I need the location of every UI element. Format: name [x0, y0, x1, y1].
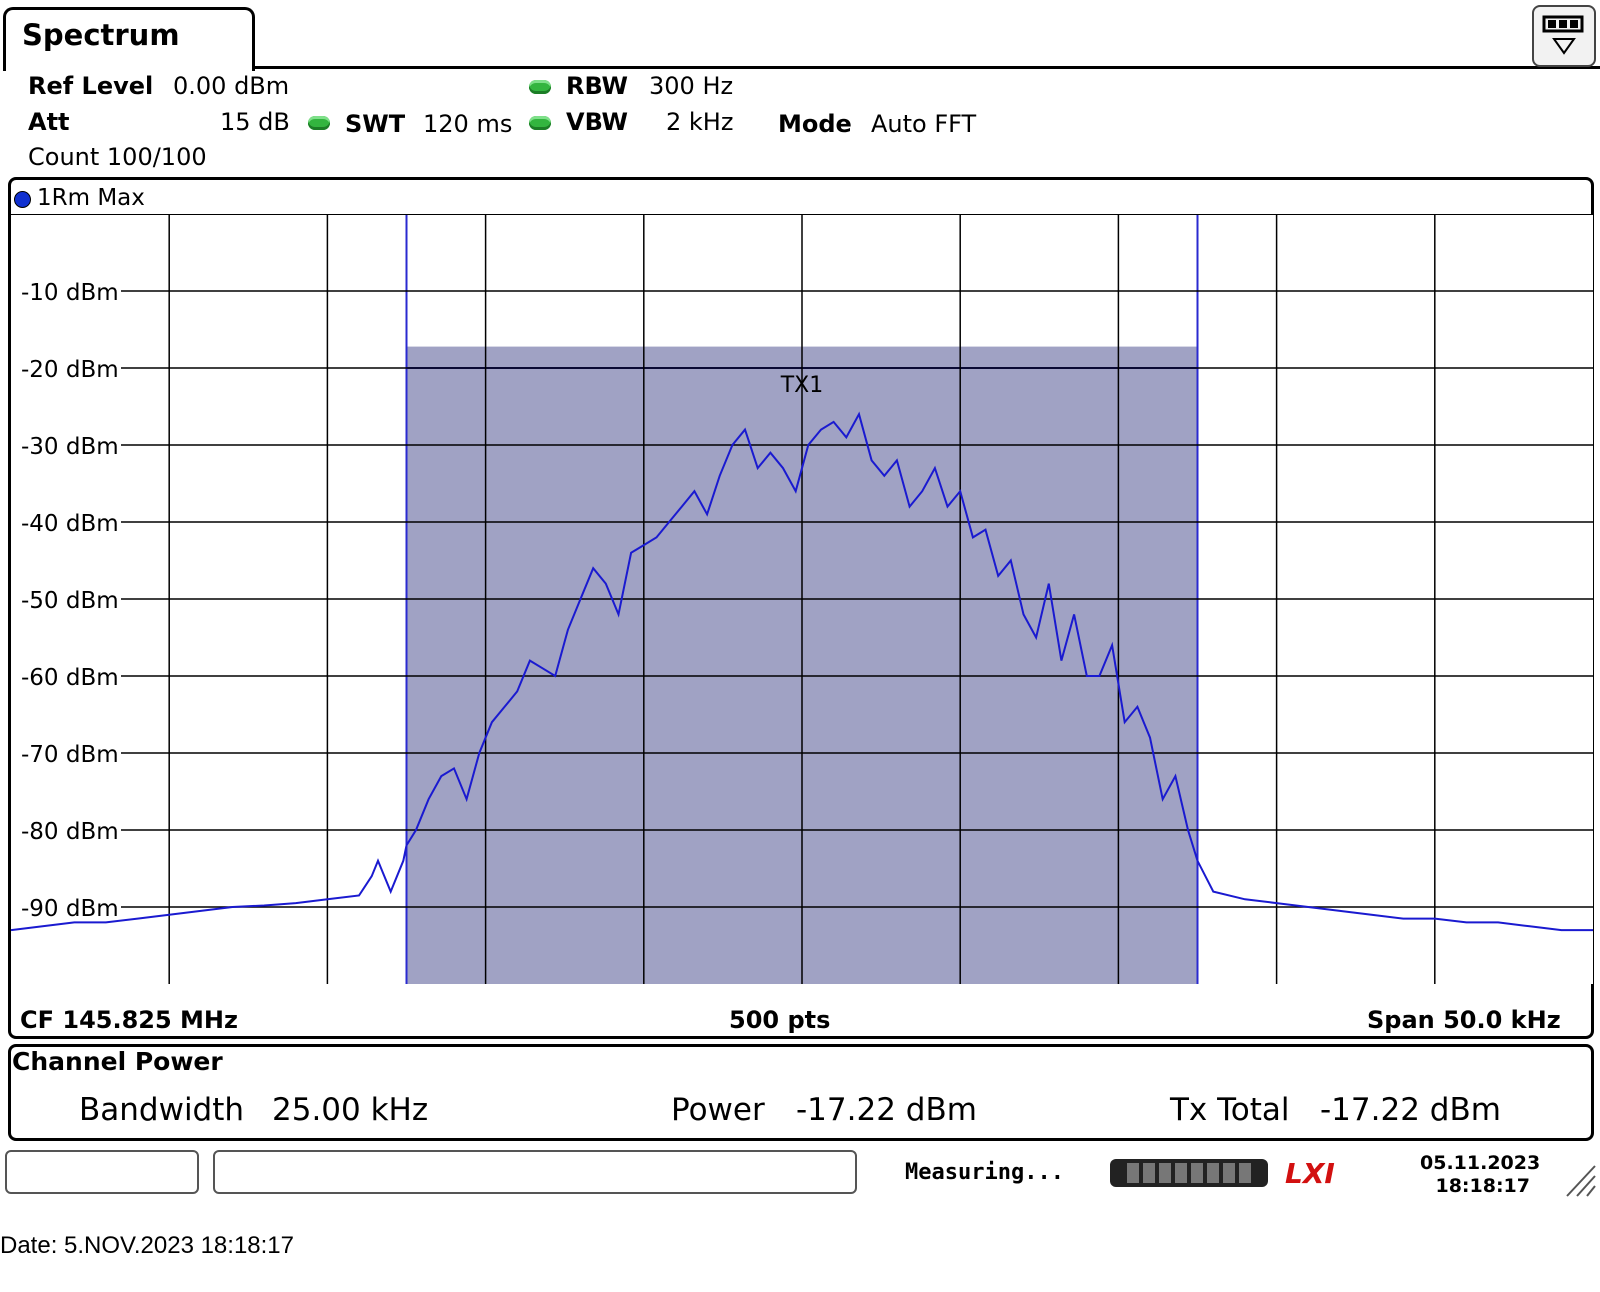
trace-indicator-icon: [14, 191, 31, 208]
trace-1-line: [11, 411, 1593, 932]
resize-grip-icon[interactable]: [1565, 1162, 1597, 1198]
status-field-left[interactable]: [5, 1150, 199, 1194]
bandwidth-label: Bandwidth: [79, 1092, 245, 1128]
progress-bar: [1110, 1159, 1268, 1187]
swt-value[interactable]: 120 ms: [423, 110, 513, 138]
rbw-label: RBW: [566, 72, 628, 100]
y-tick-label: -10 dBm: [21, 280, 119, 306]
mode-value[interactable]: Auto FFT: [871, 110, 977, 138]
spectrum-tab[interactable]: [3, 7, 255, 71]
measuring-status: Measuring...: [905, 1160, 1064, 1185]
status-field-message[interactable]: [213, 1150, 857, 1194]
rbw-status-led: [529, 80, 551, 94]
mode-label: Mode: [778, 110, 852, 138]
vbw-status-led: [529, 116, 551, 130]
tx-total-value: -17.22 dBm: [1320, 1092, 1501, 1128]
swt-label: SWT: [345, 110, 406, 138]
center-frequency[interactable]: CF 145.825 MHz: [20, 1006, 238, 1034]
y-tick-label: -40 dBm: [21, 511, 119, 537]
sweep-count: Count 100/100: [28, 143, 207, 171]
frequency-span[interactable]: Span 50.0 kHz: [1367, 1006, 1561, 1034]
vbw-label: VBW: [566, 108, 629, 136]
capture-date: Date: 5.NOV.2023 18:18:17: [0, 1232, 294, 1259]
y-tick-label: -20 dBm: [21, 357, 119, 383]
spectrum-chart[interactable]: TX1 -10 dBm-20 dBm-30 dBm-40 dBm-50 dBm-…: [11, 214, 1593, 984]
status-date: 05.11.2023: [1420, 1152, 1541, 1174]
rbw-value[interactable]: 300 Hz: [649, 72, 734, 100]
y-tick-label: -80 dBm: [21, 819, 119, 845]
header-divider: [252, 66, 1600, 69]
bandwidth-value: 25.00 kHz: [272, 1092, 429, 1128]
sweep-points[interactable]: 500 pts: [729, 1006, 831, 1034]
channel-power-panel: [8, 1044, 1594, 1141]
layout-toggle-icon: [1542, 15, 1584, 55]
trace-label[interactable]: 1Rm Max: [37, 185, 145, 211]
y-tick-label: -90 dBm: [21, 896, 119, 922]
y-tick-label: -50 dBm: [21, 588, 119, 614]
y-tick-label: -30 dBm: [21, 434, 119, 460]
att-value[interactable]: 15 dB: [220, 108, 290, 136]
lxi-logo: LXI: [1285, 1157, 1335, 1190]
y-tick-label: -70 dBm: [21, 742, 119, 768]
layout-toggle-button[interactable]: [1532, 5, 1596, 67]
vbw-value[interactable]: 2 kHz: [666, 108, 734, 136]
att-label: Att: [28, 108, 70, 136]
channel-power-title: Channel Power: [12, 1047, 223, 1076]
power-label: Power: [671, 1092, 765, 1128]
ref-level-label: Ref Level: [28, 72, 154, 100]
tx-total-label: Tx Total: [1170, 1092, 1290, 1128]
y-tick-label: -60 dBm: [21, 665, 119, 691]
status-time: 18:18:17: [1435, 1175, 1530, 1197]
power-value: -17.22 dBm: [796, 1092, 977, 1128]
swt-status-led: [308, 116, 330, 130]
ref-level-value[interactable]: 0.00 dBm: [173, 72, 290, 100]
status-datetime: 05.11.2023 18:18:17: [1420, 1152, 1541, 1198]
tab-title: Spectrum: [22, 18, 180, 52]
